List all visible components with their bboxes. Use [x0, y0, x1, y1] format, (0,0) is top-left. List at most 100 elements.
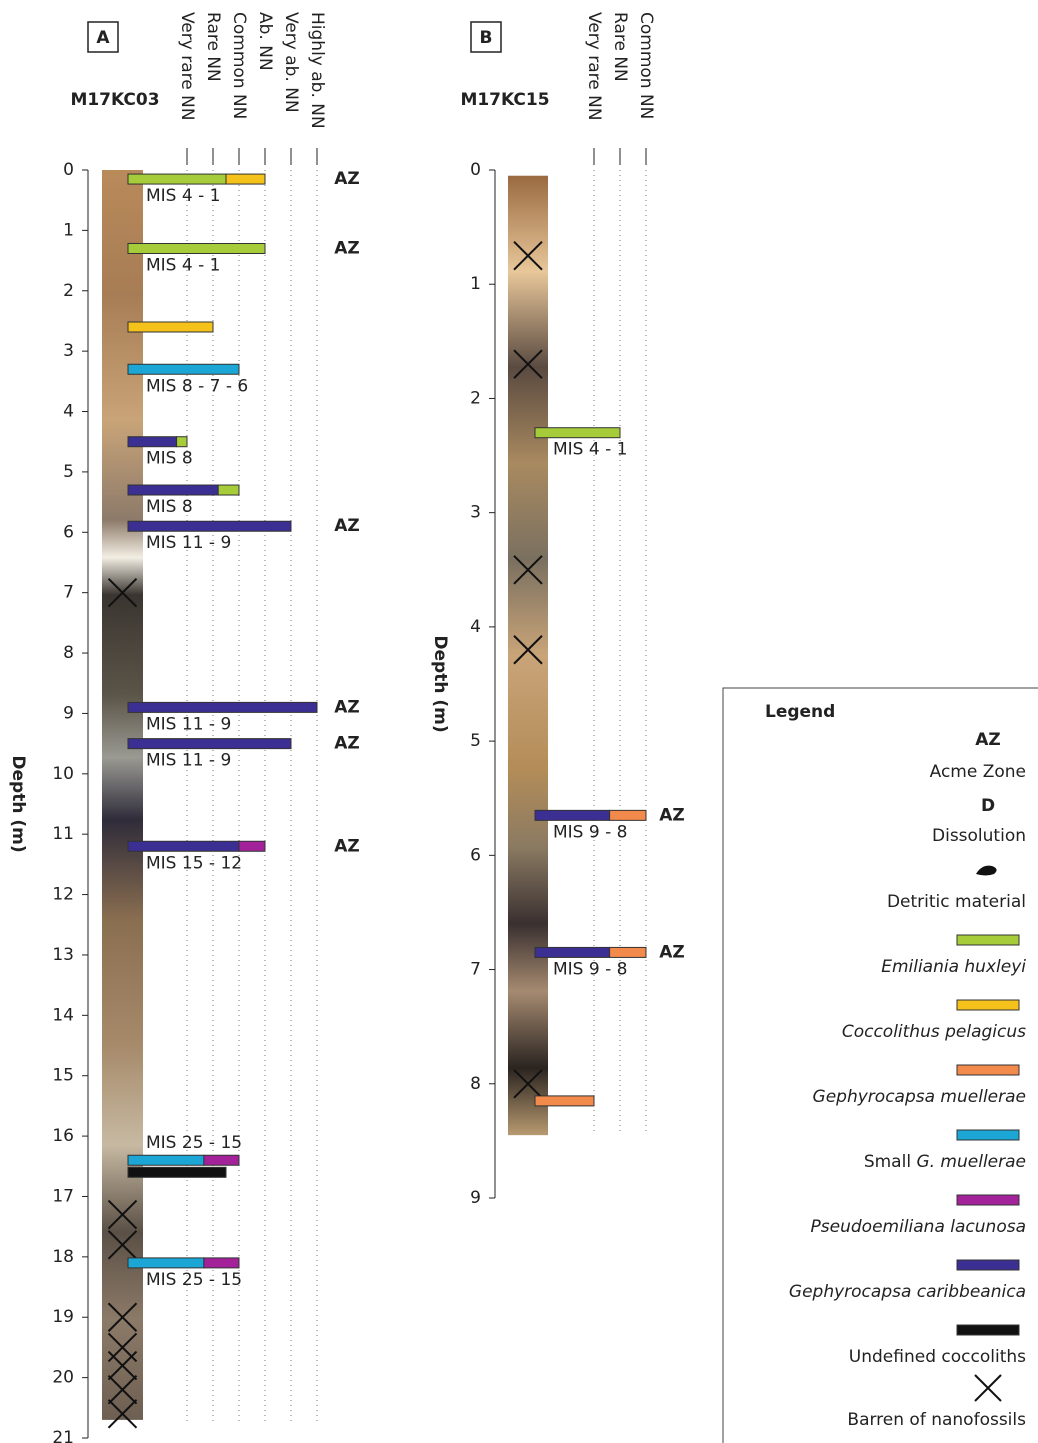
- mis-label: MIS 25 - 15: [146, 1270, 242, 1290]
- y-tick-label: 0: [63, 160, 74, 180]
- abundance-bar: [225, 173, 266, 185]
- y-tick-label: 2: [470, 388, 481, 408]
- barren-mark: [107, 1350, 138, 1381]
- az-label: AZ: [334, 169, 359, 189]
- y-tick-label: 12: [52, 885, 74, 905]
- mis-label: MIS 9 - 8: [553, 959, 627, 979]
- legend-d: D: [981, 796, 995, 816]
- mis-label: MIS 8: [146, 449, 193, 469]
- barren-mark: [107, 1374, 138, 1405]
- legend-text: Dissolution: [932, 826, 1026, 846]
- cross-stroke: [513, 1069, 543, 1099]
- barren-mark: [107, 577, 138, 608]
- mis-label: MIS 11 - 9: [146, 751, 231, 771]
- abundance-bar: [127, 173, 227, 185]
- y-tick-label: 3: [63, 341, 74, 361]
- az-label: AZ: [334, 697, 359, 717]
- legend-az: AZ: [975, 730, 1000, 750]
- legend-swatch: [956, 999, 1020, 1011]
- legend-text: Coccolithus pelagicus: [842, 1022, 1026, 1042]
- cross-stroke: [107, 577, 138, 608]
- barren-mark: [107, 1399, 138, 1429]
- y-tick-label: 5: [470, 731, 481, 751]
- barren-mark: [107, 1230, 138, 1260]
- y-axis-label: Depth (m): [8, 755, 28, 852]
- legend-title: Legend: [765, 702, 835, 722]
- abundance-bar: [127, 738, 292, 750]
- legend-barren-icon: [974, 1374, 1002, 1402]
- abundance-label: Very rare NN: [584, 12, 604, 121]
- panel-label: A: [96, 28, 110, 48]
- y-tick-label: 7: [63, 583, 74, 603]
- legend-text: Gephyrocapsa caribbeanica: [789, 1282, 1026, 1302]
- abundance-label: Common NN: [229, 12, 249, 119]
- y-tick-label: 4: [63, 402, 74, 422]
- y-tick-label: 1: [470, 274, 481, 294]
- core-name: M17KC03: [70, 90, 159, 110]
- abundance-bar: [127, 520, 292, 532]
- barren-mark: [107, 1199, 138, 1230]
- abundance-bar: [203, 1257, 240, 1269]
- legend-swatch: [956, 1064, 1020, 1076]
- panel-label-box: [87, 21, 119, 53]
- legend-text: Small G. muellerae: [864, 1152, 1026, 1172]
- legend-text: Undefined coccoliths: [849, 1347, 1026, 1367]
- y-tick-label: 19: [52, 1307, 74, 1327]
- abundance-bar: [127, 1166, 227, 1178]
- abundance-bar: [127, 1257, 205, 1269]
- abundance-bar: [127, 701, 318, 713]
- cross-stroke: [107, 1230, 138, 1260]
- cross-stroke: [107, 1374, 138, 1405]
- abundance-label: Rare NN: [203, 12, 223, 82]
- az-label: AZ: [334, 734, 359, 754]
- mis-label: MIS 11 - 9: [146, 714, 231, 734]
- mis-label: MIS 15 - 12: [146, 853, 242, 873]
- y-tick-label: 6: [63, 522, 74, 542]
- abundance-bar: [609, 809, 647, 821]
- y-tick-label: 20: [52, 1368, 74, 1388]
- legend-species: G. muellerae: [916, 1152, 1026, 1172]
- legend-prefix: Small: [864, 1152, 911, 1172]
- barren-mark: [513, 555, 543, 585]
- legend-text: Detritic material: [887, 892, 1026, 912]
- y-tick-label: 9: [470, 1188, 481, 1208]
- core-image: [102, 170, 143, 1420]
- az-label: AZ: [334, 836, 359, 856]
- az-label: AZ: [659, 942, 684, 962]
- abundance-bar: [217, 484, 240, 496]
- abundance-label: Highly ab. NN: [307, 12, 327, 129]
- legend-species: Gephyrocapsa caribbeanica: [789, 1282, 1026, 1302]
- y-tick-label: 15: [52, 1066, 74, 1086]
- abundance-bar: [127, 484, 219, 496]
- legend-swatch: [956, 1129, 1020, 1141]
- legend-plain: Undefined coccoliths: [849, 1347, 1026, 1367]
- mis-label: MIS 8: [146, 497, 193, 517]
- y-tick-label: 18: [52, 1247, 74, 1267]
- cross-stroke: [107, 1350, 138, 1381]
- abundance-bar: [176, 436, 188, 448]
- az-label: AZ: [334, 238, 359, 258]
- legend-text: Barren of nanofossils: [847, 1410, 1026, 1430]
- y-tick-label: 6: [470, 845, 481, 865]
- mis-label: MIS 25 - 15: [146, 1133, 242, 1153]
- barren-mark: [513, 635, 543, 665]
- legend-text: Emiliania huxleyi: [881, 957, 1026, 977]
- abundance-label: Very rare NN: [177, 12, 197, 121]
- abundance-bar: [534, 1095, 595, 1107]
- legend-species: Gephyrocapsa muellerae: [813, 1087, 1026, 1107]
- legend-species: Emiliania huxleyi: [881, 957, 1026, 977]
- detritic-icon: [976, 865, 997, 876]
- abundance-bar: [609, 946, 647, 958]
- mis-label: MIS 4 - 1: [553, 440, 627, 460]
- legend-text: Pseudoemiliana lacunosa: [811, 1217, 1026, 1237]
- y-tick-label: 8: [63, 643, 74, 663]
- y-tick-label: 14: [52, 1005, 74, 1025]
- cross-stroke: [974, 1374, 1002, 1402]
- barren-mark: [513, 349, 543, 379]
- abundance-label: Rare NN: [610, 12, 630, 82]
- abundance-bar: [238, 840, 266, 852]
- y-tick-label: 4: [470, 617, 481, 637]
- abundance-bar: [127, 242, 266, 254]
- y-tick-label: 11: [52, 824, 74, 844]
- abundance-bar: [534, 427, 621, 439]
